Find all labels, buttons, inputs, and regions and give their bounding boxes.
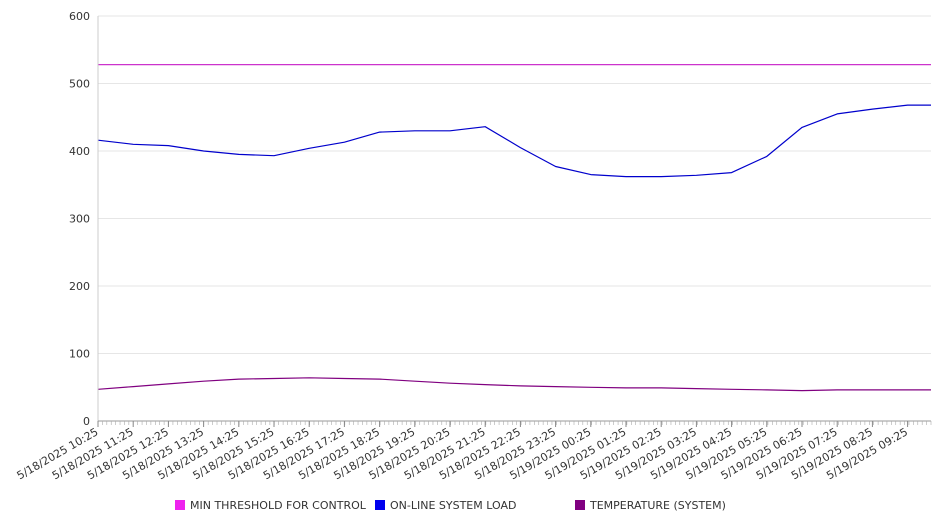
y-tick-label-100: 100 [69,348,90,361]
y-tick-label-200: 200 [69,280,90,293]
legend-label-temperature: TEMPERATURE (SYSTEM) [590,498,726,512]
y-tick-label-400: 400 [69,145,90,158]
y-tick-label-500: 500 [69,78,90,91]
legend: MIN THRESHOLD FOR CONTROL ON-LINE SYSTEM… [0,497,946,515]
series-layer [97,63,931,392]
legend-item-online-system-load[interactable]: ON-LINE SYSTEM LOAD [375,497,516,513]
y-tick-label-600: 600 [69,10,90,23]
legend-swatch-online-system-load [375,500,385,510]
y-tick-label-300: 300 [69,213,90,226]
legend-label-min-threshold: MIN THRESHOLD FOR CONTROL [190,498,366,512]
legend-item-min-threshold[interactable]: MIN THRESHOLD FOR CONTROL [175,497,366,513]
series-line-2 [97,377,931,392]
legend-item-temperature[interactable]: TEMPERATURE (SYSTEM) [575,497,726,513]
legend-swatch-temperature [575,500,585,510]
grid-layer [98,15,931,354]
x-minor-ticks [97,421,932,425]
legend-swatch-min-threshold [175,500,185,510]
legend-label-online-system-load: ON-LINE SYSTEM LOAD [390,498,517,512]
y-tick-label-0: 0 [83,415,90,428]
series-line-1 [97,104,931,178]
